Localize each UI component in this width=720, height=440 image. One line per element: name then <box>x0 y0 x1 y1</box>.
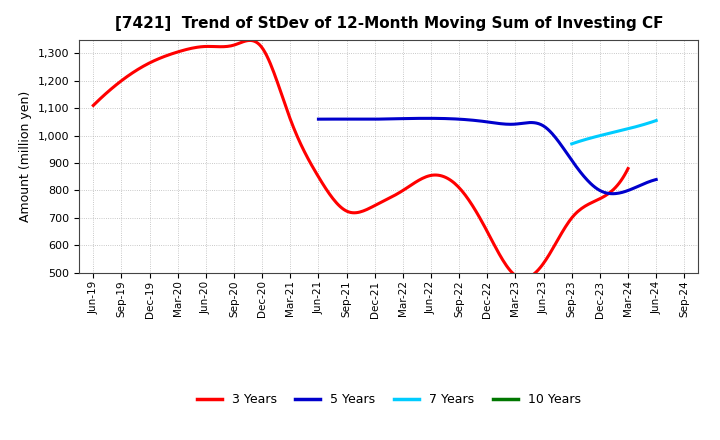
3 Years <box>624 166 632 171</box>
7 Years <box>639 122 647 128</box>
Line: 7 Years: 7 Years <box>572 121 656 144</box>
5 Years <box>600 190 608 195</box>
7 Years <box>618 128 626 133</box>
5 Years <box>423 116 431 121</box>
3 Years <box>543 255 552 260</box>
3 Years <box>418 176 427 181</box>
7 Years <box>619 127 628 132</box>
3 Years <box>408 182 416 187</box>
Line: 5 Years: 5 Years <box>318 118 656 194</box>
7 Years <box>618 128 626 133</box>
5 Years <box>315 117 324 122</box>
5 Years <box>516 121 525 126</box>
7 Years <box>567 141 576 147</box>
7 Years <box>644 121 652 126</box>
5 Years <box>314 117 323 122</box>
3 Years <box>577 206 586 211</box>
3 Years <box>409 181 418 186</box>
Y-axis label: Amount (million yen): Amount (million yen) <box>19 91 32 222</box>
Legend: 3 Years, 5 Years, 7 Years, 10 Years: 3 Years, 5 Years, 7 Years, 10 Years <box>192 388 586 411</box>
3 Years <box>246 38 255 43</box>
Line: 3 Years: 3 Years <box>94 40 628 279</box>
5 Years <box>608 191 616 196</box>
5 Years <box>652 177 660 182</box>
Title: [7421]  Trend of StDev of 12-Month Moving Sum of Investing CF: [7421] Trend of StDev of 12-Month Moving… <box>114 16 663 32</box>
5 Years <box>516 121 524 126</box>
3 Years <box>520 276 528 281</box>
3 Years <box>91 101 99 106</box>
7 Years <box>567 141 576 147</box>
7 Years <box>652 118 660 123</box>
3 Years <box>89 103 98 108</box>
5 Years <box>623 188 631 194</box>
5 Years <box>522 120 531 125</box>
